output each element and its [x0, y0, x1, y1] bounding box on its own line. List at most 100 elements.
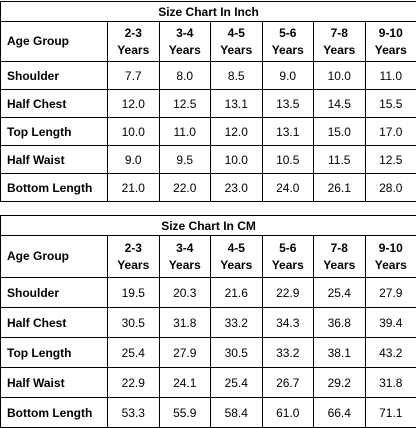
value-cell: 31.8: [159, 308, 211, 338]
value-cell: 38.1: [314, 338, 366, 368]
value-cell: 26.1: [314, 174, 366, 202]
header-cell: 5-6 Years: [262, 236, 314, 278]
table-title: Size Chart In CM: [1, 216, 416, 236]
value-cell: 13.5: [262, 90, 314, 118]
header-cell: 5-6 Years: [262, 22, 314, 62]
value-cell: 39.4: [365, 308, 416, 338]
value-cell: 25.4: [108, 338, 160, 368]
value-cell: 33.2: [262, 338, 314, 368]
value-cell: 10.0: [108, 118, 160, 146]
value-cell: 11.0: [365, 62, 416, 90]
value-cell: 11.0: [159, 118, 211, 146]
value-cell: 8.0: [159, 62, 211, 90]
row-label: Top Length: [1, 338, 108, 368]
header-cell: 2-3 Years: [108, 236, 160, 278]
value-cell: 23.0: [211, 174, 263, 202]
page: (() => { const data = JSON.parse(documen…: [0, 0, 416, 416]
header-cell: 4-5 Years: [211, 22, 263, 62]
value-cell: 12.5: [365, 146, 416, 174]
header-cell: 9-10 Years: [365, 22, 416, 62]
value-cell: 17.0: [365, 118, 416, 146]
value-cell: 12.0: [211, 118, 263, 146]
header-cell: 4-5 Years: [211, 236, 263, 278]
row-label: Half Waist: [1, 368, 108, 398]
value-cell: 36.8: [314, 308, 366, 338]
value-cell: 34.3: [262, 308, 314, 338]
value-cell: 19.5: [108, 278, 160, 308]
value-cell: 21.0: [108, 174, 160, 202]
row-label: Half Waist: [1, 146, 108, 174]
value-cell: 7.7: [108, 62, 160, 90]
value-cell: 27.9: [365, 278, 416, 308]
row-label: Half Chest: [1, 90, 108, 118]
value-cell: 29.2: [314, 368, 366, 398]
row-label: Bottom Length: [1, 174, 108, 202]
value-cell: 61.0: [262, 398, 314, 428]
header-cell: 3-4 Years: [159, 22, 211, 62]
value-cell: 27.9: [159, 338, 211, 368]
row-label: Bottom Length: [1, 398, 108, 428]
value-cell: 15.5: [365, 90, 416, 118]
value-cell: 8.5: [211, 62, 263, 90]
header-cell: 3-4 Years: [159, 236, 211, 278]
value-cell: 43.2: [365, 338, 416, 368]
header-cell: 7-8 Years: [314, 22, 366, 62]
value-cell: 25.4: [314, 278, 366, 308]
value-cell: 30.5: [211, 338, 263, 368]
value-cell: 9.0: [108, 146, 160, 174]
value-cell: 26.7: [262, 368, 314, 398]
value-cell: 24.1: [159, 368, 211, 398]
value-cell: 22.9: [108, 368, 160, 398]
row-label: Shoulder: [1, 278, 108, 308]
value-cell: 12.5: [159, 90, 211, 118]
value-cell: 11.5: [314, 146, 366, 174]
header-cell: 7-8 Years: [314, 236, 366, 278]
value-cell: 13.1: [262, 118, 314, 146]
title-row: Size Chart In Inch: [1, 2, 416, 22]
value-cell: 15.0: [314, 118, 366, 146]
value-cell: 58.4: [211, 398, 263, 428]
header-cell: Age Group: [1, 22, 108, 62]
value-cell: 66.4: [314, 398, 366, 428]
header-cell: 2-3 Years: [108, 22, 160, 62]
value-cell: 22.9: [262, 278, 314, 308]
value-cell: 24.0: [262, 174, 314, 202]
value-cell: 20.3: [159, 278, 211, 308]
value-cell: 14.5: [314, 90, 366, 118]
value-cell: 10.5: [262, 146, 314, 174]
row-label: Half Chest: [1, 308, 108, 338]
table-title: Size Chart In Inch: [1, 2, 416, 22]
value-cell: 13.1: [211, 90, 263, 118]
value-cell: 21.6: [211, 278, 263, 308]
value-cell: 31.8: [365, 368, 416, 398]
value-cell: 30.5: [108, 308, 160, 338]
value-cell: 33.2: [211, 308, 263, 338]
value-cell: 55.9: [159, 398, 211, 428]
value-cell: 25.4: [211, 368, 263, 398]
value-cell: 22.0: [159, 174, 211, 202]
row-label: Shoulder: [1, 62, 108, 90]
row-label: Top Length: [1, 118, 108, 146]
value-cell: 9.5: [159, 146, 211, 174]
value-cell: 12.0: [108, 90, 160, 118]
title-row: Size Chart In CM: [1, 216, 416, 236]
value-cell: 9.0: [262, 62, 314, 90]
header-cell: 9-10 Years: [365, 236, 416, 278]
header-cell: Age Group: [1, 236, 108, 278]
value-cell: 71.1: [365, 398, 416, 428]
value-cell: 10.0: [314, 62, 366, 90]
